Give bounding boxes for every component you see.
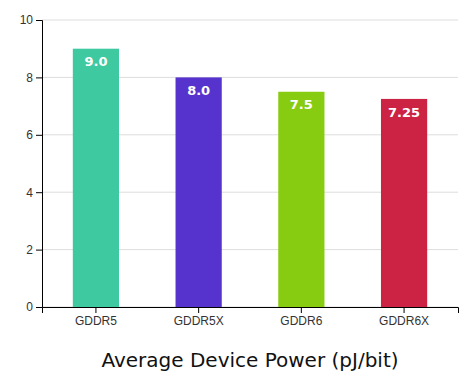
y-tick: 0 — [26, 300, 42, 314]
plot-area: 9.0 8.0 7.5 7.25 GDDR5 GDDR5X GDDR6 GDDR6X 0 2 4 6 8… — [20, 13, 459, 327]
x-axis-title: Average Device Power (pJ/bit) — [101, 348, 398, 372]
data-label: 7.5 — [290, 97, 313, 112]
x-tick: GDDR5 — [75, 307, 117, 328]
x-tick-mark — [301, 307, 302, 313]
y-tick-label: 4 — [26, 186, 33, 200]
x-axis: GDDR5 GDDR5X GDDR6 GDDR6X — [43, 307, 459, 328]
y-tick-mark — [36, 192, 42, 193]
y-axis-line — [36, 21, 43, 308]
grid — [42, 20, 458, 307]
bars — [73, 49, 427, 307]
x-tick-mark — [404, 307, 405, 313]
y-tick: 6 — [26, 128, 42, 142]
y-tick-label: 6 — [26, 128, 33, 142]
y-axis: 0 2 4 6 8 10 — [20, 13, 43, 314]
y-tick: 4 — [26, 186, 42, 200]
x-tick-mark — [95, 307, 96, 313]
grid-line — [42, 20, 458, 21]
bar — [278, 92, 324, 307]
data-label: 7.25 — [388, 105, 420, 120]
y-tick-mark — [36, 20, 42, 21]
data-label: 8.0 — [187, 83, 210, 98]
chart-svg: 9.0 8.0 7.5 7.25 GDDR5 GDDR5X GDDR6 GDDR6X 0 2 4 6 8… — [0, 0, 474, 385]
y-tick-mark — [36, 307, 42, 308]
x-tick-label: GDDR5 — [75, 314, 117, 328]
y-tick-mark — [36, 77, 42, 78]
bar — [73, 49, 119, 307]
chart-container: 9.0 8.0 7.5 7.25 GDDR5 GDDR5X GDDR6 GDDR6X 0 2 4 6 8… — [0, 0, 474, 385]
bar — [381, 99, 427, 307]
x-tick-label: GDDR6X — [379, 314, 429, 328]
x-tick-label: GDDR5X — [174, 314, 224, 328]
x-tick-label: GDDR6 — [280, 314, 322, 328]
y-tick: 2 — [26, 243, 42, 257]
bar — [176, 77, 222, 307]
x-tick-mark — [198, 307, 199, 313]
y-tick: 10 — [20, 13, 42, 27]
x-tick: GDDR6 — [280, 307, 322, 328]
y-tick: 8 — [26, 71, 42, 85]
y-tick-label: 2 — [26, 243, 33, 257]
x-tick: GDDR6X — [379, 307, 429, 328]
data-label: 9.0 — [84, 54, 107, 69]
x-axis-line — [43, 308, 459, 314]
y-tick-mark — [36, 135, 42, 136]
data-labels: 9.0 8.0 7.5 7.25 — [84, 54, 420, 119]
y-tick-label: 10 — [20, 13, 34, 27]
y-tick-mark — [36, 250, 42, 251]
y-tick-label: 0 — [26, 300, 33, 314]
x-tick: GDDR5X — [174, 307, 224, 328]
y-tick-label: 8 — [26, 71, 33, 85]
